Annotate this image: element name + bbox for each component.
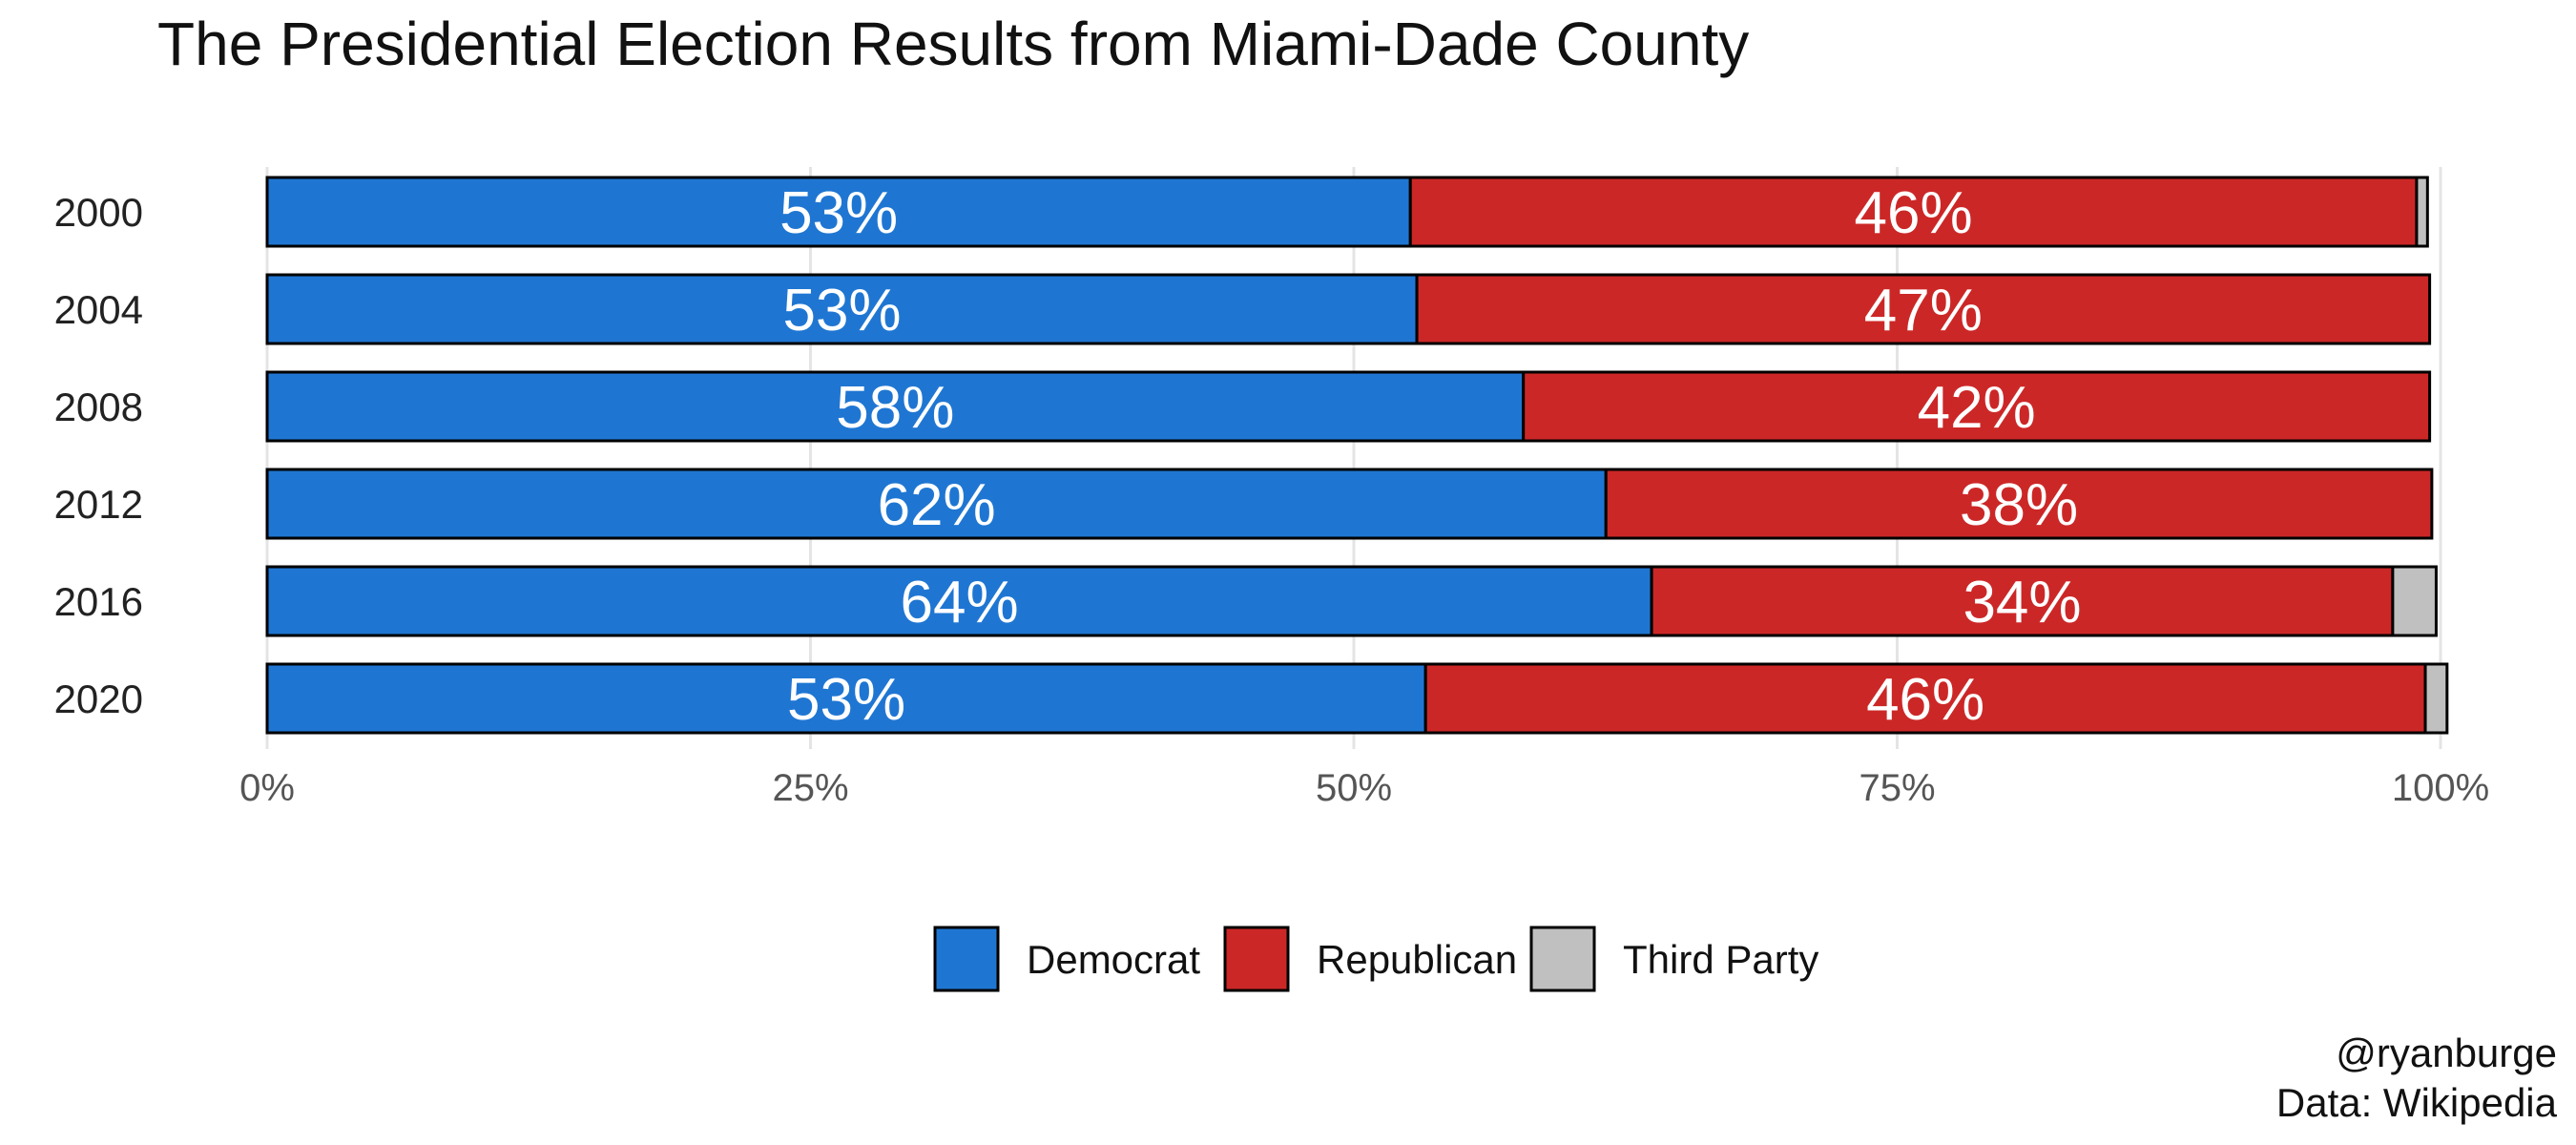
bar-third-party-2000	[2415, 176, 2429, 248]
bar-republican-2012	[1604, 468, 2434, 540]
bar-label-democrat-2020: 53%	[787, 667, 905, 733]
bar-row-2004: 53% 47%	[265, 273, 2432, 345]
x-tick-50pct: 50%	[1316, 767, 1392, 809]
x-tick-0pct: 0%	[239, 767, 295, 809]
caption-handle: @ryanburge	[2336, 1030, 2557, 1075]
legend-swatch-democrat	[933, 926, 1000, 992]
legend-item-republican: Republican	[1223, 926, 1517, 992]
bar-label-republican-2020: 46%	[1866, 667, 1984, 733]
legend-swatch-republican	[1223, 926, 1290, 992]
legend-item-third-party: Third Party	[1529, 926, 1818, 992]
bar-third-party-2016	[2391, 565, 2438, 637]
bar-row-2000: 53% 46%	[265, 176, 2429, 248]
legend-item-democrat: Democrat	[933, 926, 1200, 992]
x-tick-75pct: 75%	[1859, 767, 1935, 809]
bar-row-2020: 53% 46%	[265, 662, 2449, 735]
chart-title: The Presidential Election Results from M…	[157, 10, 1749, 78]
bar-democrat-2004	[265, 273, 1419, 345]
y-label-2000: 2000	[54, 190, 143, 235]
bar-democrat-2000	[265, 176, 1412, 248]
y-label-2016: 2016	[54, 579, 143, 624]
caption-source: Data: Wikipedia	[2276, 1080, 2558, 1125]
legend-label-republican: Republican	[1317, 937, 1517, 982]
y-label-2012: 2012	[54, 482, 143, 527]
bar-republican-2000	[1408, 176, 2419, 248]
bar-label-republican-2004: 47%	[1864, 278, 1983, 344]
legend-label-third-party: Third Party	[1623, 937, 1818, 982]
bar-republican-2004	[1415, 273, 2432, 345]
bar-label-republican-2008: 42%	[1918, 375, 2036, 441]
bar-label-republican-2016: 34%	[1963, 570, 2081, 635]
y-label-2008: 2008	[54, 385, 143, 429]
x-tick-100pct: 100%	[2392, 767, 2489, 809]
bar-democrat-2016	[265, 565, 1653, 637]
bar-label-democrat-2012: 62%	[878, 472, 996, 538]
bar-third-party-2020	[2423, 662, 2449, 735]
bar-row-2012: 62% 38%	[265, 468, 2434, 540]
y-axis-labels: 2000 2004 2008 2012 2016 2020	[54, 190, 143, 721]
bar-republican-2008	[1522, 370, 2432, 443]
caption: @ryanburge Data: Wikipedia	[2276, 1030, 2558, 1125]
bar-democrat-2012	[265, 468, 1608, 540]
legend: Democrat Republican Third Party	[933, 926, 1818, 992]
grid-lines	[265, 167, 2442, 749]
x-tick-25pct: 25%	[772, 767, 848, 809]
x-axis-ticks: 0% 25% 50% 75% 100%	[239, 767, 2489, 809]
bar-democrat-2020	[265, 662, 1427, 735]
bar-row-2016: 64% 34%	[265, 565, 2438, 637]
y-label-2004: 2004	[54, 287, 143, 332]
bar-democrat-2008	[265, 370, 1526, 443]
bar-label-republican-2012: 38%	[1960, 472, 2078, 538]
bar-label-democrat-2008: 58%	[836, 375, 954, 441]
bar-label-republican-2000: 46%	[1855, 180, 1973, 246]
legend-label-democrat: Democrat	[1027, 937, 1200, 982]
bar-row-2008: 58% 42%	[265, 370, 2432, 443]
bar-label-democrat-2000: 53%	[779, 180, 898, 246]
bar-label-democrat-2016: 64%	[900, 570, 1018, 635]
legend-swatch-third-party	[1529, 926, 1596, 992]
y-label-2020: 2020	[54, 677, 143, 721]
stacked-bars: 53% 46% 53% 47% 58% 42% 62% 38% 64% 34% 53% 46%	[265, 176, 2449, 735]
bar-label-democrat-2004: 53%	[782, 278, 901, 344]
